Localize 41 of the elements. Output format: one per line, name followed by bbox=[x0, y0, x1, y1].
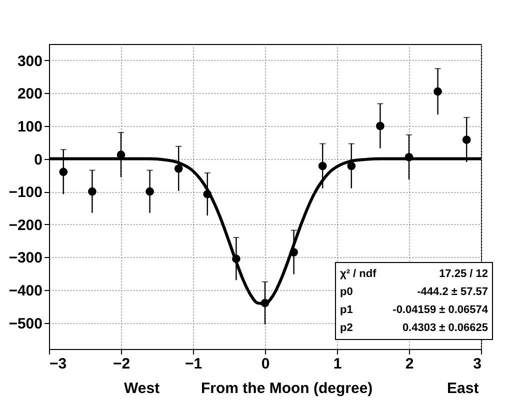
point bbox=[174, 164, 183, 173]
annotation: -0.04159 ± 0.06574 bbox=[392, 303, 488, 318]
x-tick-label: 1 bbox=[333, 356, 342, 372]
x-tick-label: −2 bbox=[112, 356, 130, 372]
point bbox=[260, 298, 270, 308]
x-axis-title: From the Moon (degree) bbox=[201, 380, 373, 397]
text: West bbox=[124, 380, 160, 397]
y-tick-label: −300 bbox=[8, 250, 42, 267]
annotation: -444.2 ± 57.57 bbox=[417, 285, 488, 300]
annotation: p0 bbox=[340, 285, 353, 300]
x-tick-label: 3 bbox=[473, 356, 482, 372]
point bbox=[462, 136, 471, 144]
y-tick-label: −500 bbox=[8, 315, 42, 332]
y-tick-label: 200 bbox=[17, 86, 42, 103]
x-tick-label: −1 bbox=[184, 356, 202, 372]
point bbox=[146, 187, 154, 196]
y-tick-label: −200 bbox=[8, 216, 42, 234]
x-tick-label: 2 bbox=[405, 356, 414, 372]
y-tick-label: 100 bbox=[17, 118, 42, 136]
x-tick-label: 0 bbox=[261, 356, 270, 372]
point bbox=[434, 87, 442, 96]
annotation: χ² / ndf bbox=[340, 267, 376, 282]
point bbox=[88, 187, 96, 196]
point bbox=[290, 248, 298, 256]
annotation: 0.4303 ± 0.06625 bbox=[402, 321, 488, 336]
x-tick-label: −3 bbox=[50, 356, 67, 372]
text: East bbox=[447, 380, 479, 397]
point bbox=[232, 254, 240, 263]
point bbox=[404, 152, 414, 162]
point bbox=[318, 162, 327, 170]
annotation: p1 bbox=[340, 303, 353, 318]
annotation: 17.25 / 12 bbox=[439, 267, 488, 282]
y-tick-label: 0 bbox=[34, 151, 42, 168]
point bbox=[376, 122, 384, 130]
point bbox=[347, 162, 356, 170]
y-tick-label: 300 bbox=[17, 52, 42, 70]
annotation: p2 bbox=[340, 321, 353, 336]
point bbox=[203, 190, 212, 198]
y-tick-label: −400 bbox=[8, 282, 42, 300]
point bbox=[59, 168, 68, 176]
y-tick-label: −100 bbox=[8, 184, 42, 202]
